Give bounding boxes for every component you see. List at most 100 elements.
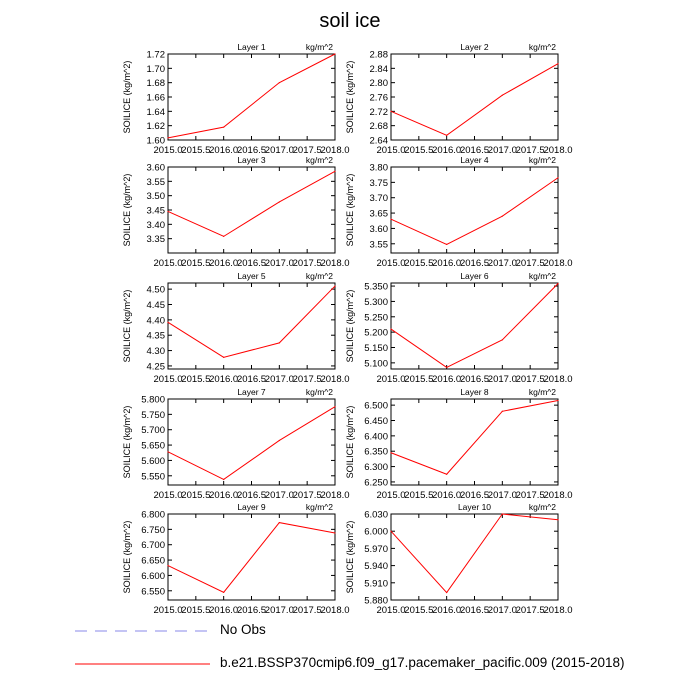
panel-9-data-point <box>223 591 225 593</box>
panel-3-ylabel: SOILICE (kg/m^2) <box>122 174 132 247</box>
panel-4-data-point <box>390 218 392 220</box>
panel-3-xtick-label: 2016.0 <box>209 258 238 269</box>
panel-10-data-point <box>390 530 392 532</box>
panel-7-ylabel: SOILICE (kg/m^2) <box>122 406 132 479</box>
panel-6-ytick-label: 5.350 <box>364 282 388 293</box>
panel-8-xtick-label: 2017.0 <box>488 490 517 501</box>
panel-3-xtick-label: 2017.5 <box>293 258 322 269</box>
panel-8-series-line <box>390 400 559 475</box>
panel-5-xtick-label: 2016.0 <box>209 374 238 385</box>
panel-6-ytick-label: 5.150 <box>364 343 388 354</box>
panel-7-xtick-label: 2016.5 <box>237 490 266 501</box>
panel-4-xtick-label: 2015.5 <box>404 258 433 269</box>
panel-1-xtick-label: 2015.5 <box>181 145 210 156</box>
panel-10-data-point <box>557 519 559 521</box>
panel-1-xtick-label: 2017.0 <box>265 145 294 156</box>
legend-label-model: b.e21.BSSP370cmip6.f09_g17.pacemaker_pac… <box>220 655 625 670</box>
panel-2-ytick-label: 2.88 <box>370 50 389 61</box>
panel-4-ytick-label: 3.75 <box>370 178 389 189</box>
panel-9-ytick-label: 6.700 <box>141 540 165 551</box>
panel-10-ytick-label: 5.970 <box>364 544 388 555</box>
panel-2-data-point <box>446 134 448 136</box>
panel-1-ytick-label: 1.62 <box>147 121 166 132</box>
panel-6-ytick-label: 5.200 <box>364 328 388 339</box>
panel-3-ytick-label: 3.50 <box>147 191 166 202</box>
panel-8-xtick-label: 2018.0 <box>543 490 572 501</box>
panel-10-ytick-label: 5.940 <box>364 561 388 572</box>
panel-1-ytick-label: 1.72 <box>147 50 166 61</box>
panel-8-data-point <box>557 399 559 402</box>
panel-5-xtick-label: 2015.0 <box>153 374 182 385</box>
panel-2-units: kg/m^2 <box>529 42 556 52</box>
panel-9-units: kg/m^2 <box>306 502 333 512</box>
panel-9-ytick-label: 6.550 <box>141 586 165 597</box>
panel-7-data-point <box>167 451 169 453</box>
panel-6-title: Layer 6 <box>460 271 489 281</box>
panel-9-xtick-label: 2017.0 <box>265 605 294 616</box>
panel-6-xtick-label: 2018.0 <box>543 374 572 385</box>
panel-1-xtick-label: 2017.5 <box>293 145 322 156</box>
panel-3-ytick-label: 3.35 <box>147 234 166 245</box>
panel-2-data-point <box>390 110 392 112</box>
panel-5-title: Layer 5 <box>237 271 266 281</box>
panel-6-ytick-label: 5.100 <box>364 358 388 369</box>
panel-6-ylabel: SOILICE (kg/m^2) <box>345 290 355 363</box>
panel-9-xtick-label: 2017.5 <box>293 605 322 616</box>
panel-4-data-point <box>557 177 559 179</box>
panel-6-xtick-label: 2016.0 <box>432 374 461 385</box>
panel-6-xtick-label: 2017.0 <box>488 374 517 385</box>
panel-2-xtick-label: 2015.5 <box>404 145 433 156</box>
panel-4-ytick-label: 3.70 <box>370 193 389 204</box>
panel-9-data-point <box>334 532 336 534</box>
panel-8-data-point <box>501 410 503 412</box>
panel-7-xtick-label: 2016.0 <box>209 490 238 501</box>
panel-5-ytick-label: 4.50 <box>147 285 166 296</box>
panel-8-xtick-label: 2016.0 <box>432 490 461 501</box>
panel-8-ytick-label: 6.350 <box>364 447 388 458</box>
panel-10-xtick-label: 2017.5 <box>516 605 545 616</box>
panel-3-data-point <box>167 210 169 213</box>
panel-7-xtick-label: 2017.0 <box>265 490 294 501</box>
panel-1-ytick-label: 1.66 <box>147 93 166 104</box>
panel-5-data-point <box>167 321 169 323</box>
panel-4-units: kg/m^2 <box>529 155 556 165</box>
panel-6-data-point <box>446 366 448 369</box>
panel-7-xtick-label: 2015.0 <box>153 490 182 501</box>
panel-9-xtick-label: 2015.5 <box>181 605 210 616</box>
panel-7-ytick-label: 5.550 <box>141 471 165 482</box>
panel-9-ytick-label: 6.600 <box>141 571 165 582</box>
panel-4-xtick-label: 2016.5 <box>460 258 489 269</box>
panel-4-xtick-label: 2017.0 <box>488 258 517 269</box>
panel-1-title: Layer 1 <box>237 42 266 52</box>
legend: No Obs b.e21.BSSP370cmip6.f09_g17.pacema… <box>0 610 700 700</box>
panel-6-xtick-label: 2015.5 <box>404 374 433 385</box>
panel-1-ytick-label: 1.64 <box>147 107 166 118</box>
panel-8-ytick-label: 6.500 <box>364 401 388 412</box>
panel-8-xtick-label: 2015.5 <box>404 490 433 501</box>
panel-1-data-point <box>167 137 169 139</box>
panel-6-data-point <box>501 339 503 341</box>
panel-9-ytick-label: 6.800 <box>141 510 165 521</box>
panel-4-data-point <box>446 243 448 245</box>
panel-6-ytick-label: 5.300 <box>364 297 388 308</box>
panel-10-data-point <box>446 591 448 594</box>
panel-4-ytick-label: 3.60 <box>370 224 389 235</box>
panel-9-data-point <box>167 565 169 567</box>
panel-8-ytick-label: 6.250 <box>364 477 388 488</box>
panel-4-title: Layer 4 <box>460 155 489 165</box>
panel-10-ytick-label: 6.000 <box>364 527 388 538</box>
panel-9-ylabel: SOILICE (kg/m^2) <box>122 521 132 594</box>
panel-3-data-point <box>334 170 336 172</box>
panel-7-ytick-label: 5.600 <box>141 456 165 467</box>
panel-8-data-point <box>446 473 448 475</box>
panel-3-xtick-label: 2017.0 <box>265 258 294 269</box>
panel-5-ytick-label: 4.30 <box>147 346 166 357</box>
panel-1-data-point <box>278 82 280 84</box>
panel-2-data-point <box>557 63 559 65</box>
panel-7-data-point <box>278 439 280 442</box>
panel-4-ytick-label: 3.55 <box>370 239 389 250</box>
panel-4-xtick-label: 2016.0 <box>432 258 461 269</box>
panel-9-series-line <box>167 522 336 593</box>
panel-3-frame <box>167 166 336 254</box>
panel-4-xtick-label: 2018.0 <box>543 258 572 269</box>
